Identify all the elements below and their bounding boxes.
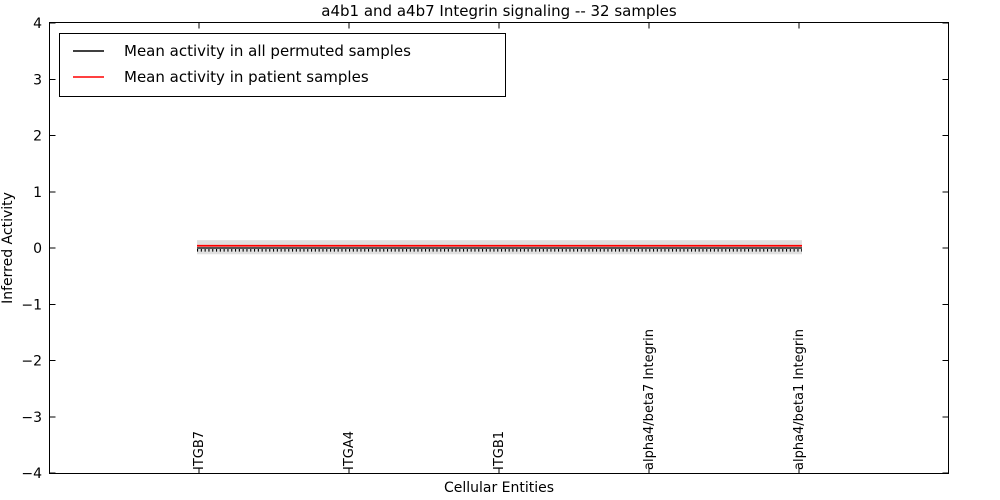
y-tick-label: −2 [21, 354, 42, 370]
y-tick-label: −3 [21, 410, 42, 426]
spread-band [197, 240, 802, 255]
x-axis-ticks [198, 22, 800, 474]
legend: Mean activity in all permuted samples Me… [59, 33, 506, 97]
x-tick-label: alpha4/beta1 Integrin [792, 329, 807, 470]
legend-label-patient: Mean activity in patient samples [124, 68, 369, 86]
x-tick-label: ITGB1 [492, 431, 507, 470]
y-tick-label: 4 [33, 16, 42, 32]
x-tick-label: alpha4/beta7 Integrin [642, 329, 657, 470]
y-axis-ticks [49, 22, 949, 474]
y-axis-label: Inferred Activity [0, 192, 16, 304]
legend-label-permuted: Mean activity in all permuted samples [124, 42, 411, 60]
chart-title: a4b1 and a4b7 Integrin signaling -- 32 s… [321, 2, 677, 20]
y-tick-label: 3 [33, 72, 42, 88]
legend-box [59, 33, 506, 97]
y-tick-label: 1 [33, 185, 42, 201]
y-tick-label: −1 [21, 297, 42, 313]
y-tick-label: 2 [33, 129, 42, 145]
x-tick-label: ITGA4 [342, 431, 357, 470]
y-tick-label: −4 [21, 466, 42, 482]
x-tick-label: ITGB7 [192, 431, 207, 470]
y-tick-label: 0 [33, 241, 42, 257]
x-axis-label: Cellular Entities [444, 480, 554, 496]
